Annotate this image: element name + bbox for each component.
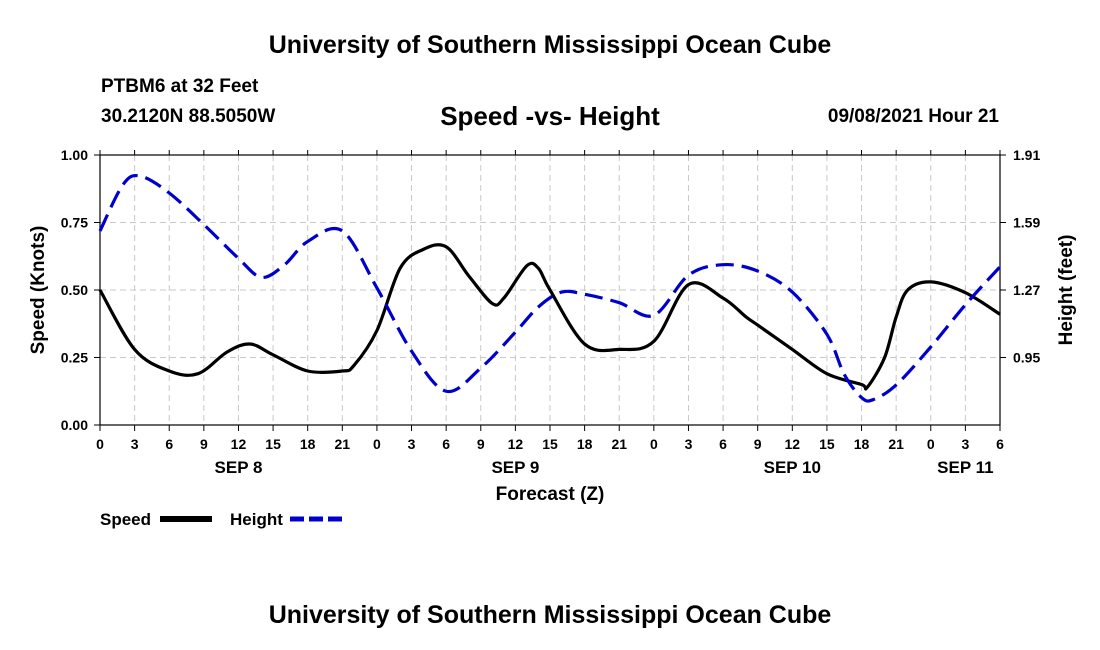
x-axis-title: Forecast (Z)	[496, 484, 605, 505]
y-tick-label: 0.75	[61, 215, 88, 231]
station-label: PTBM6 at 32 Feet	[101, 76, 259, 97]
x-tick-label: 6	[996, 436, 1004, 452]
x-tick-label: 3	[961, 436, 969, 452]
date-label: SEP 9	[491, 458, 539, 477]
y-tick-label: 1.00	[61, 147, 88, 163]
x-tick-label: 21	[888, 436, 904, 452]
y2-tick-label: 1.59	[1013, 215, 1040, 231]
legend-label-speed: Speed	[100, 510, 151, 529]
chart-title: Speed -vs- Height	[440, 101, 660, 131]
date-label: SEP 8	[215, 458, 263, 477]
series-line-height	[98, 173, 1002, 403]
x-tick-label: 9	[477, 436, 485, 452]
x-tick-label: 0	[373, 436, 381, 452]
x-tick-label: 6	[719, 436, 727, 452]
date-label: SEP 11	[937, 458, 993, 477]
y-tick-label: 0.00	[61, 417, 88, 433]
x-tick-label: 12	[508, 436, 524, 452]
y2-tick-label: 0.95	[1013, 350, 1040, 366]
x-tick-label: 9	[200, 436, 208, 452]
y2-axis-title: Height (feet)	[1056, 235, 1077, 346]
x-tick-label: 21	[611, 436, 627, 452]
page-title: University of Southern Mississippi Ocean…	[268, 31, 832, 59]
x-tick-label: 0	[650, 436, 658, 452]
x-tick-label: 15	[265, 436, 281, 452]
x-tick-label: 0	[96, 436, 104, 452]
x-tick-label: 18	[854, 436, 870, 452]
x-tick-label: 3	[408, 436, 416, 452]
x-tick-label: 18	[300, 436, 316, 452]
x-tick-label: 21	[335, 436, 351, 452]
x-tick-label: 15	[819, 436, 835, 452]
y-tick-label: 0.50	[61, 282, 88, 298]
x-tick-label: 3	[131, 436, 139, 452]
legend-label-height: Height	[230, 510, 283, 529]
x-tick-label: 9	[754, 436, 762, 452]
x-tick-label: 18	[577, 436, 593, 452]
y-tick-label: 0.25	[61, 350, 88, 366]
x-tick-label: 6	[442, 436, 450, 452]
y-axis-title: Speed (Knots)	[28, 226, 49, 355]
forecast-datetime: 09/08/2021 Hour 21	[827, 106, 999, 127]
date-label: SEP 10	[764, 458, 821, 477]
series-line-speed	[98, 243, 1001, 391]
x-tick-label: 12	[785, 436, 801, 452]
x-tick-label: 0	[927, 436, 935, 452]
y2-tick-label: 1.91	[1013, 147, 1040, 163]
y2-tick-label: 1.27	[1013, 282, 1040, 298]
footer-title: University of Southern Mississippi Ocean…	[268, 601, 832, 629]
x-tick-label: 15	[542, 436, 558, 452]
x-tick-label: 3	[685, 436, 693, 452]
x-tick-label: 6	[165, 436, 173, 452]
x-tick-label: 12	[231, 436, 247, 452]
station-coordinates: 30.2120N 88.5050W	[101, 106, 276, 127]
